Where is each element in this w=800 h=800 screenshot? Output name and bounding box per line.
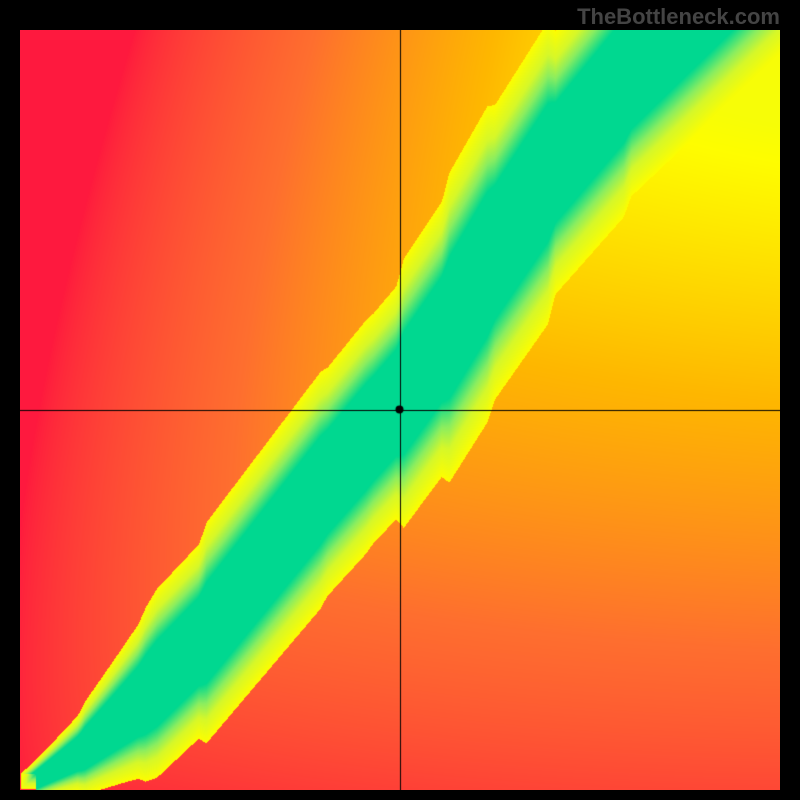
chart-container: { "watermark": { "text": "TheBottleneck.… (0, 0, 800, 800)
bottleneck-heatmap (20, 30, 780, 790)
watermark-text: TheBottleneck.com (577, 4, 780, 30)
